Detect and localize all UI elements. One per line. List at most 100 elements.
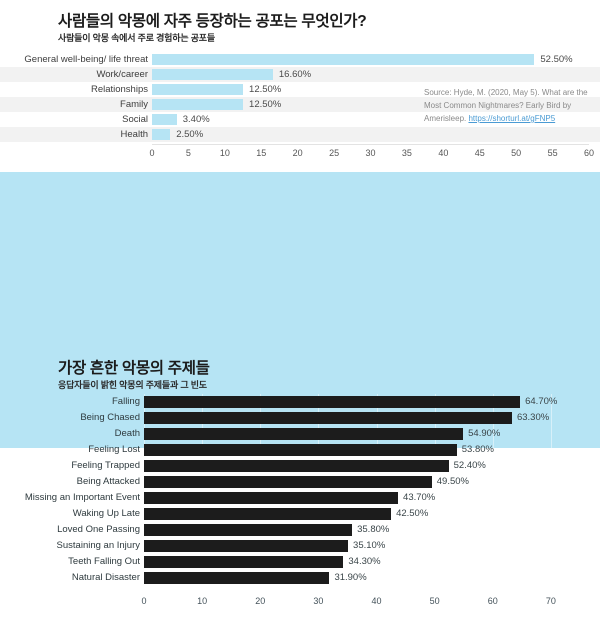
chart2-x-tick: 30 bbox=[313, 596, 324, 606]
chart1-category-label: Family bbox=[120, 99, 148, 110]
chart1-x-tick: 5 bbox=[185, 148, 191, 158]
chart2-category-label: Missing an Important Event bbox=[24, 492, 140, 503]
chart2-bar bbox=[144, 396, 521, 408]
chart2-value-label: 31.90% bbox=[334, 572, 367, 583]
chart2-plot: Falling 64.70% Being Chased 63.30% Death 54.9… bbox=[0, 394, 600, 620]
chart2-value-label: 54.90% bbox=[468, 428, 501, 439]
chart2-tick-mark bbox=[202, 587, 204, 591]
chart1-x-tick: 15 bbox=[256, 148, 267, 158]
chart2-bar bbox=[144, 412, 512, 424]
source-note: Source: Hyde, M. (2020, May 5). What are… bbox=[424, 86, 600, 125]
chart1-bar bbox=[152, 84, 244, 95]
chart2-bar bbox=[144, 476, 432, 488]
chart2-category-label: Natural Disaster bbox=[71, 572, 140, 583]
chart1-bar-rows: General well-being/ life threat 52.50% Wor… bbox=[0, 52, 600, 142]
chart1-value-label: 12.50% bbox=[249, 84, 282, 95]
chart2-bar-row: Death 54.90% bbox=[0, 426, 600, 442]
chart2-tick-mark bbox=[144, 587, 145, 591]
chart2-x-tick: 60 bbox=[487, 596, 498, 606]
chart2-bar-row: Being Attacked 49.50% bbox=[0, 474, 600, 490]
chart2-category-label: Sustaining an Injury bbox=[56, 540, 140, 551]
chart2-bar bbox=[144, 540, 349, 552]
chart2-bar bbox=[144, 444, 457, 456]
chart1-x-tick: 10 bbox=[219, 148, 230, 158]
chart1-x-tick: 30 bbox=[365, 148, 376, 158]
chart1-bar bbox=[152, 129, 171, 140]
chart2-category-label: Teeth Falling Out bbox=[68, 556, 140, 567]
chart2-x-tick: 40 bbox=[371, 596, 382, 606]
chart2-value-label: 53.80% bbox=[461, 444, 494, 455]
chart2-value-label: 49.50% bbox=[436, 476, 469, 487]
chart1-x-tick: 55 bbox=[547, 148, 558, 158]
chart2-value-label: 35.80% bbox=[357, 524, 390, 535]
chart1-title: 사람들의 악몽에 자주 등장하는 공포는 무엇인가? bbox=[58, 13, 367, 30]
chart2-category-label: Feeling Trapped bbox=[71, 460, 140, 471]
chart1-bar-row: Relationships 12.50% bbox=[0, 82, 600, 97]
chart2-bar-row: Teeth Falling Out 34.30% bbox=[0, 554, 600, 570]
chart2-category-label: Death bbox=[114, 428, 140, 439]
chart2-category-label: Feeling Lost bbox=[88, 444, 140, 455]
chart1-value-label: 3.40% bbox=[182, 114, 210, 125]
chart1-category-label: Work/career bbox=[96, 69, 148, 80]
chart2-bar-row: Feeling Lost 53.80% bbox=[0, 442, 600, 458]
chart2-value-label: 63.30% bbox=[516, 412, 550, 423]
chart2-value-label: 35.10% bbox=[353, 540, 386, 551]
source-link[interactable]: https://shorturl.at/gFNP5 bbox=[468, 114, 556, 123]
chart1-x-tick: 20 bbox=[292, 148, 303, 158]
chart2-bar-row: Missing an Important Event 43.70% bbox=[0, 490, 600, 506]
chart2-value-label: 52.40% bbox=[453, 460, 486, 471]
chart2-category-label: Falling bbox=[112, 396, 140, 407]
chart1-x-tick: 35 bbox=[401, 148, 412, 158]
chart1-x-axis: 0 5 10 15 20 25 30 35 40 45 50 55 60 bbox=[149, 144, 594, 166]
chart2-bar-row: Natural Disaster 31.90% bbox=[0, 570, 600, 586]
chart2-value-label: 43.70% bbox=[403, 492, 436, 503]
chart2-bar-row: Falling 64.70% bbox=[0, 394, 600, 410]
chart2-tick-mark bbox=[434, 587, 436, 591]
chart1-x-tick: 40 bbox=[438, 148, 449, 158]
chart2-bar-row: Sustaining an Injury 35.10% bbox=[0, 538, 600, 554]
chart1-category-label: Relationships bbox=[90, 84, 148, 95]
chart2-bar bbox=[144, 492, 399, 504]
chart1-value-label: 52.50% bbox=[540, 54, 573, 65]
chart2-value-label: 42.50% bbox=[396, 508, 429, 519]
chart1-x-tick: 25 bbox=[329, 148, 340, 158]
chart1-bar-row: Health 2.50% bbox=[0, 127, 600, 142]
chart2-axis-line bbox=[144, 590, 580, 591]
chart1-value-label: 12.50% bbox=[249, 99, 282, 110]
source-text: Source: Hyde, M. (2020, May 5). What are… bbox=[424, 88, 588, 123]
chart2-bar bbox=[144, 572, 330, 584]
chart2-x-tick: 20 bbox=[255, 596, 266, 606]
chart2-x-tick: 10 bbox=[197, 596, 208, 606]
chart1-bar-row: Family 12.50% bbox=[0, 97, 600, 112]
chart2-bar-row: Waking Up Late 42.50% bbox=[0, 506, 600, 522]
chart1-plot: General well-being/ life threat 52.50% Wor… bbox=[0, 52, 600, 172]
chart2-bar-rows: Falling 64.70% Being Chased 63.30% Death 54.9… bbox=[0, 394, 600, 586]
chart2-bar-row: Feeling Trapped 52.40% bbox=[0, 458, 600, 474]
chart2-value-label: 64.70% bbox=[525, 396, 558, 407]
chart1-category-label: Social bbox=[122, 114, 148, 125]
chart1-value-label: 2.50% bbox=[176, 129, 204, 140]
chart2-x-axis: 0 10 20 30 40 50 60 70 bbox=[141, 587, 580, 614]
chart1-bar-row: General well-being/ life threat 52.50% bbox=[0, 52, 600, 67]
chart2-tick-mark bbox=[550, 587, 552, 591]
chart1-category-label: Health bbox=[120, 129, 148, 140]
chart2-x-tick: 50 bbox=[429, 596, 440, 606]
chart1-value-label: 16.60% bbox=[278, 69, 312, 80]
chart1-bar bbox=[152, 114, 177, 125]
chart1-x-tick: 50 bbox=[511, 148, 522, 158]
chart2-tick-mark bbox=[260, 587, 262, 591]
chart1-subtitle: 사람들이 악몽 속에서 주로 경험하는 공포들 bbox=[58, 33, 215, 43]
chart1-x-tick: 60 bbox=[583, 148, 595, 158]
top-chart-panel: 사람들의 악몽에 자주 등장하는 공포는 무엇인가? 사람들이 악몽 속에서 주… bbox=[0, 0, 600, 172]
chart1-category-label: General well-being/ life threat bbox=[24, 54, 148, 65]
chart2-bar-row: Being Chased 63.30% bbox=[0, 410, 600, 426]
chart1-bar-row: Social 3.40% bbox=[0, 112, 600, 127]
chart1-bar bbox=[152, 69, 273, 80]
bottom-chart-panel: 가장 흔한 악몽의 주제들 응답자들이 밝힌 악몽의 주제들과 그 빈도 Fal… bbox=[0, 172, 600, 606]
chart1-bar-row: Work/career 16.60% bbox=[0, 67, 600, 82]
chart1-x-tick: 45 bbox=[474, 148, 485, 158]
chart2-bar bbox=[144, 556, 344, 568]
chart1-bar bbox=[152, 99, 244, 110]
chart2-category-label: Waking Up Late bbox=[72, 508, 140, 519]
chart2-category-label: Being Chased bbox=[80, 412, 140, 423]
